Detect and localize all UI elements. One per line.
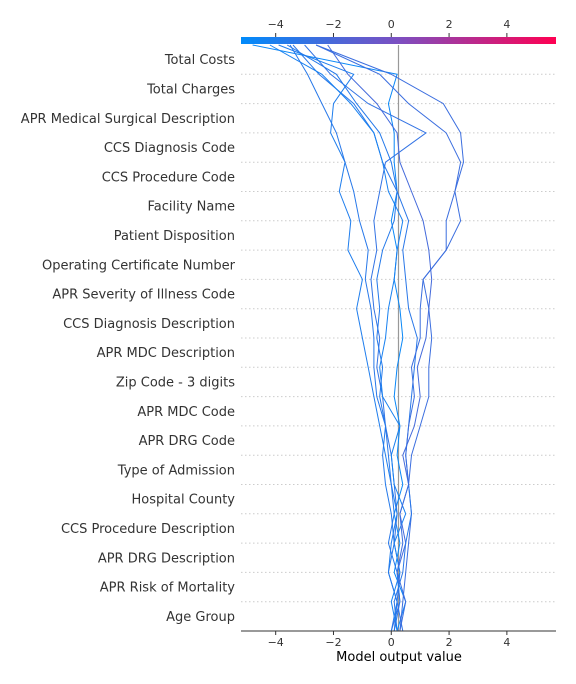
feature-label: Operating Certificate Number: [42, 258, 236, 273]
decision-traces: [252, 44, 465, 632]
feature-label: APR DRG Code: [139, 434, 235, 449]
decision-trace: [327, 44, 433, 632]
feature-label: APR MDC Description: [97, 346, 235, 361]
x-tick-label: 2: [446, 636, 453, 649]
feature-label: Hospital County: [132, 493, 236, 508]
decision-trace: [286, 44, 398, 632]
feature-label: APR Medical Surgical Description: [21, 112, 235, 127]
colorbar-tick-label: 2: [446, 18, 453, 31]
x-tick-label: −4: [268, 636, 284, 649]
decision-trace: [315, 44, 465, 632]
feature-label: Facility Name: [147, 200, 235, 215]
colorbar: −4 −2 0 2 4: [241, 18, 556, 44]
x-tick-label: −2: [325, 636, 341, 649]
feature-label: Total Costs: [164, 53, 235, 68]
feature-label: CCS Diagnosis Description: [63, 317, 235, 332]
decision-trace: [269, 44, 407, 632]
decision-trace: [289, 44, 401, 632]
feature-label: CCS Procedure Code: [102, 170, 235, 185]
decision-trace: [304, 44, 427, 632]
feature-label: CCS Procedure Description: [61, 522, 235, 537]
feature-label: APR Severity of Illness Code: [52, 288, 235, 303]
feature-label: Type of Admission: [117, 463, 235, 478]
feature-label: APR DRG Description: [98, 551, 235, 566]
colorbar-tick-label: −4: [268, 18, 284, 31]
x-tick-label: 0: [388, 636, 395, 649]
feature-label: APR MDC Code: [137, 405, 235, 420]
x-tick-label: 4: [503, 636, 510, 649]
colorbar-tick-label: −2: [325, 18, 341, 31]
feature-label: Patient Disposition: [114, 229, 235, 244]
feature-label: APR Risk of Mortality: [100, 581, 236, 596]
feature-labels: Total Costs Total Charges APR Medical Surg…: [21, 53, 236, 625]
x-axis-title: Model output value: [336, 650, 462, 665]
feature-label: CCS Diagnosis Code: [104, 141, 235, 156]
colorbar-tick-label: 4: [503, 18, 510, 31]
colorbar-tick-label: 0: [388, 18, 395, 31]
feature-label: Age Group: [166, 610, 235, 625]
feature-label: Total Charges: [146, 82, 235, 97]
decision-trace: [315, 44, 462, 632]
feature-label: Zip Code - 3 digits: [116, 375, 235, 390]
colorbar-gradient: [241, 37, 556, 44]
x-axis: −4 −2 0 2 4: [241, 630, 556, 649]
